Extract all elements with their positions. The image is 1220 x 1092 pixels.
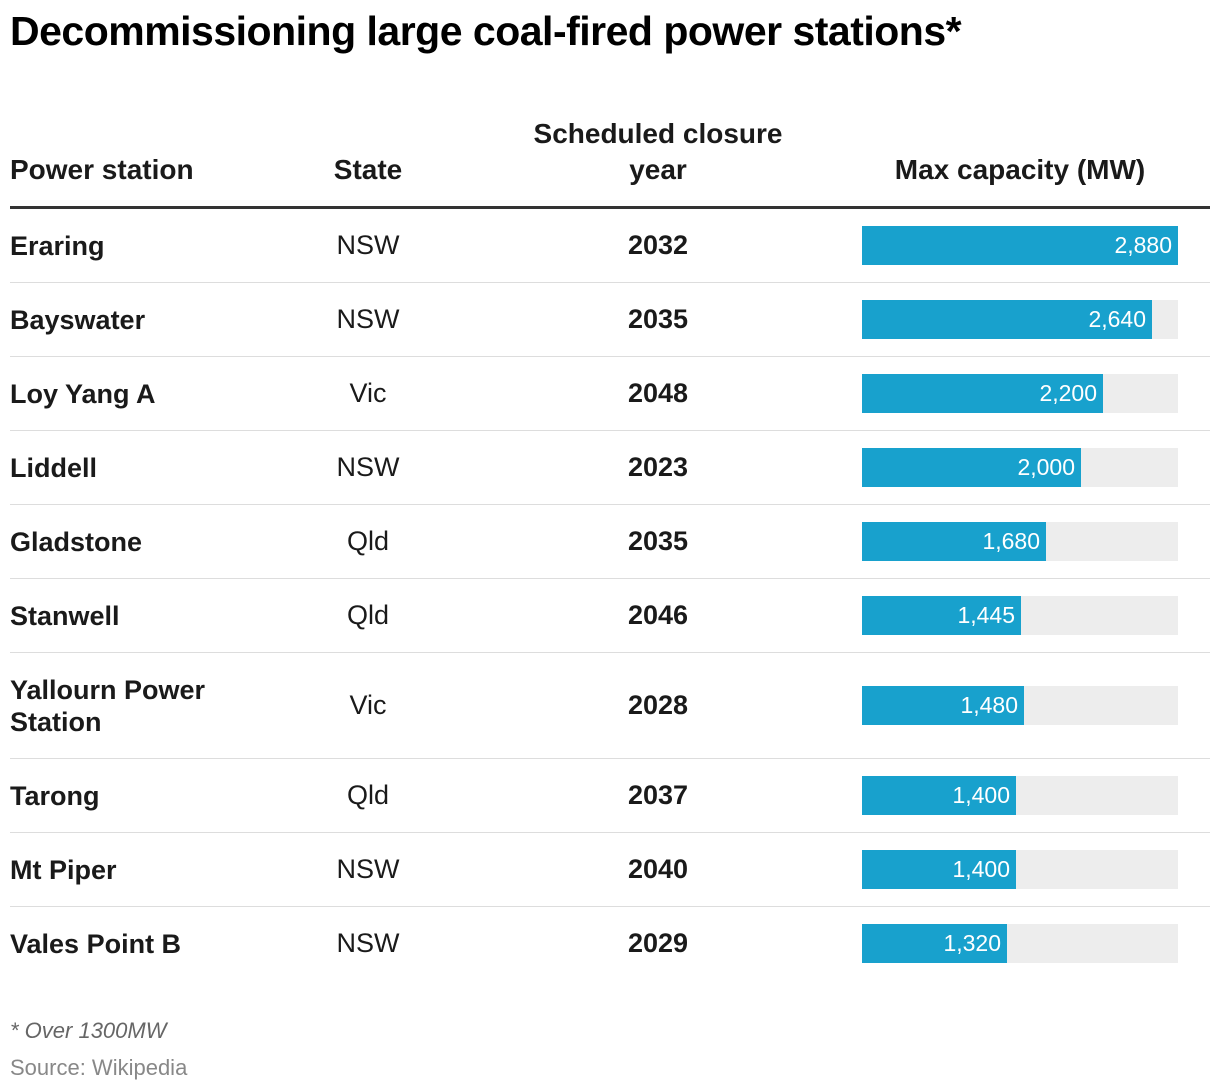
capacity-value-label: 1,480 — [960, 692, 1018, 718]
capacity-bar: 1,680 — [862, 522, 1046, 561]
capacity-bar-track: 1,320 — [862, 924, 1178, 963]
table-row: Vales Point B NSW 2029 1,320 — [10, 907, 1210, 980]
cell-power-station: Gladstone — [10, 526, 143, 557]
capacity-bar: 1,400 — [862, 776, 1016, 815]
header-closure-year-line1: Scheduled closure — [533, 118, 783, 149]
capacity-bar: 1,480 — [862, 686, 1024, 725]
cell-state: Qld — [346, 600, 390, 630]
cell-closure-year: 2029 — [627, 928, 689, 958]
footnote: * Over 1300MW — [10, 1018, 167, 1043]
table-row: Eraring NSW 2032 2,880 — [10, 209, 1210, 283]
cell-power-station: Eraring — [10, 230, 105, 261]
capacity-bar-track: 2,000 — [862, 448, 1178, 487]
table-row: Stanwell Qld 2046 1,445 — [10, 579, 1210, 653]
cell-max-capacity: 2,880 — [862, 209, 1178, 282]
capacity-value-label: 2,200 — [1039, 380, 1097, 406]
header-closure-year: Scheduled closure year — [508, 116, 808, 188]
capacity-value-label: 1,320 — [943, 930, 1001, 956]
cell-power-station: Stanwell — [10, 600, 120, 631]
cell-state: NSW — [336, 854, 400, 884]
capacity-bar-track: 1,680 — [862, 522, 1178, 561]
cell-power-station: Tarong — [10, 780, 100, 811]
capacity-bar-track: 1,400 — [862, 850, 1178, 889]
cell-closure-year: 2028 — [627, 690, 689, 720]
cell-state: Qld — [346, 780, 390, 810]
capacity-bar-track: 2,880 — [862, 226, 1178, 265]
table-body: Eraring NSW 2032 2,880 Bayswater NSW 2035 2,640… — [10, 209, 1210, 980]
capacity-bar: 1,320 — [862, 924, 1007, 963]
cell-state: NSW — [336, 230, 400, 260]
cell-power-station: Loy Yang A — [10, 378, 156, 409]
cell-power-station: Mt Piper — [10, 854, 117, 885]
cell-closure-year: 2048 — [627, 378, 689, 408]
table-row: Yallourn Power Station Vic 2028 1,480 — [10, 653, 1210, 759]
cell-state: NSW — [336, 304, 400, 334]
cell-max-capacity: 1,480 — [862, 653, 1178, 758]
cell-max-capacity: 1,680 — [862, 505, 1178, 578]
cell-power-station: Liddell — [10, 452, 97, 483]
cell-state: Vic — [349, 378, 387, 408]
cell-closure-year: 2046 — [627, 600, 689, 630]
table-row: Mt Piper NSW 2040 1,400 — [10, 833, 1210, 907]
capacity-bar-track: 1,480 — [862, 686, 1178, 725]
table-row: Bayswater NSW 2035 2,640 — [10, 283, 1210, 357]
capacity-bar: 2,640 — [862, 300, 1152, 339]
capacity-value-label: 1,400 — [952, 782, 1010, 808]
chart-title: Decommissioning large coal-fired power s… — [10, 8, 962, 54]
cell-state: Vic — [349, 690, 387, 720]
capacity-bar-track: 1,400 — [862, 776, 1178, 815]
capacity-bar: 2,200 — [862, 374, 1103, 413]
cell-state: NSW — [336, 452, 400, 482]
header-power-station: Power station — [10, 154, 194, 185]
cell-state: NSW — [336, 928, 400, 958]
cell-max-capacity: 2,000 — [862, 431, 1178, 504]
capacity-value-label: 1,680 — [982, 528, 1040, 554]
table-row: Loy Yang A Vic 2048 2,200 — [10, 357, 1210, 431]
cell-power-station: Yallourn Power Station — [10, 674, 206, 737]
cell-max-capacity: 2,640 — [862, 283, 1178, 356]
cell-closure-year: 2032 — [627, 230, 689, 260]
capacity-value-label: 2,640 — [1088, 306, 1146, 332]
cell-power-station: Vales Point B — [10, 928, 182, 959]
capacity-value-label: 2,880 — [1114, 232, 1172, 258]
capacity-bar: 2,000 — [862, 448, 1081, 487]
capacity-value-label: 1,400 — [952, 856, 1010, 882]
capacity-bar: 2,880 — [862, 226, 1178, 265]
cell-max-capacity: 1,400 — [862, 833, 1178, 906]
cell-max-capacity: 1,445 — [862, 579, 1178, 652]
header-max-capacity: Max capacity (MW) — [894, 154, 1146, 185]
capacity-value-label: 1,445 — [957, 602, 1015, 628]
table-row: Gladstone Qld 2035 1,680 — [10, 505, 1210, 579]
capacity-bar: 1,445 — [862, 596, 1021, 635]
capacity-bar: 1,400 — [862, 850, 1016, 889]
cell-closure-year: 2037 — [627, 780, 689, 810]
table-header: Power station State Scheduled closure ye… — [10, 110, 1210, 209]
cell-closure-year: 2035 — [627, 526, 689, 556]
data-table: Power station State Scheduled closure ye… — [10, 110, 1210, 980]
cell-closure-year: 2023 — [627, 452, 689, 482]
header-state: State — [333, 154, 403, 185]
cell-max-capacity: 1,320 — [862, 907, 1178, 980]
table-row: Liddell NSW 2023 2,000 — [10, 431, 1210, 505]
cell-max-capacity: 1,400 — [862, 759, 1178, 832]
cell-closure-year: 2040 — [627, 854, 689, 884]
capacity-bar-track: 2,200 — [862, 374, 1178, 413]
source-note: Source: Wikipedia — [10, 1055, 188, 1080]
table-row: Tarong Qld 2037 1,400 — [10, 759, 1210, 833]
capacity-bar-track: 1,445 — [862, 596, 1178, 635]
cell-max-capacity: 2,200 — [862, 357, 1178, 430]
capacity-bar-track: 2,640 — [862, 300, 1178, 339]
cell-state: Qld — [346, 526, 390, 556]
capacity-value-label: 2,000 — [1017, 454, 1075, 480]
header-closure-year-line2: year — [629, 154, 687, 185]
cell-power-station: Bayswater — [10, 304, 146, 335]
cell-closure-year: 2035 — [627, 304, 689, 334]
